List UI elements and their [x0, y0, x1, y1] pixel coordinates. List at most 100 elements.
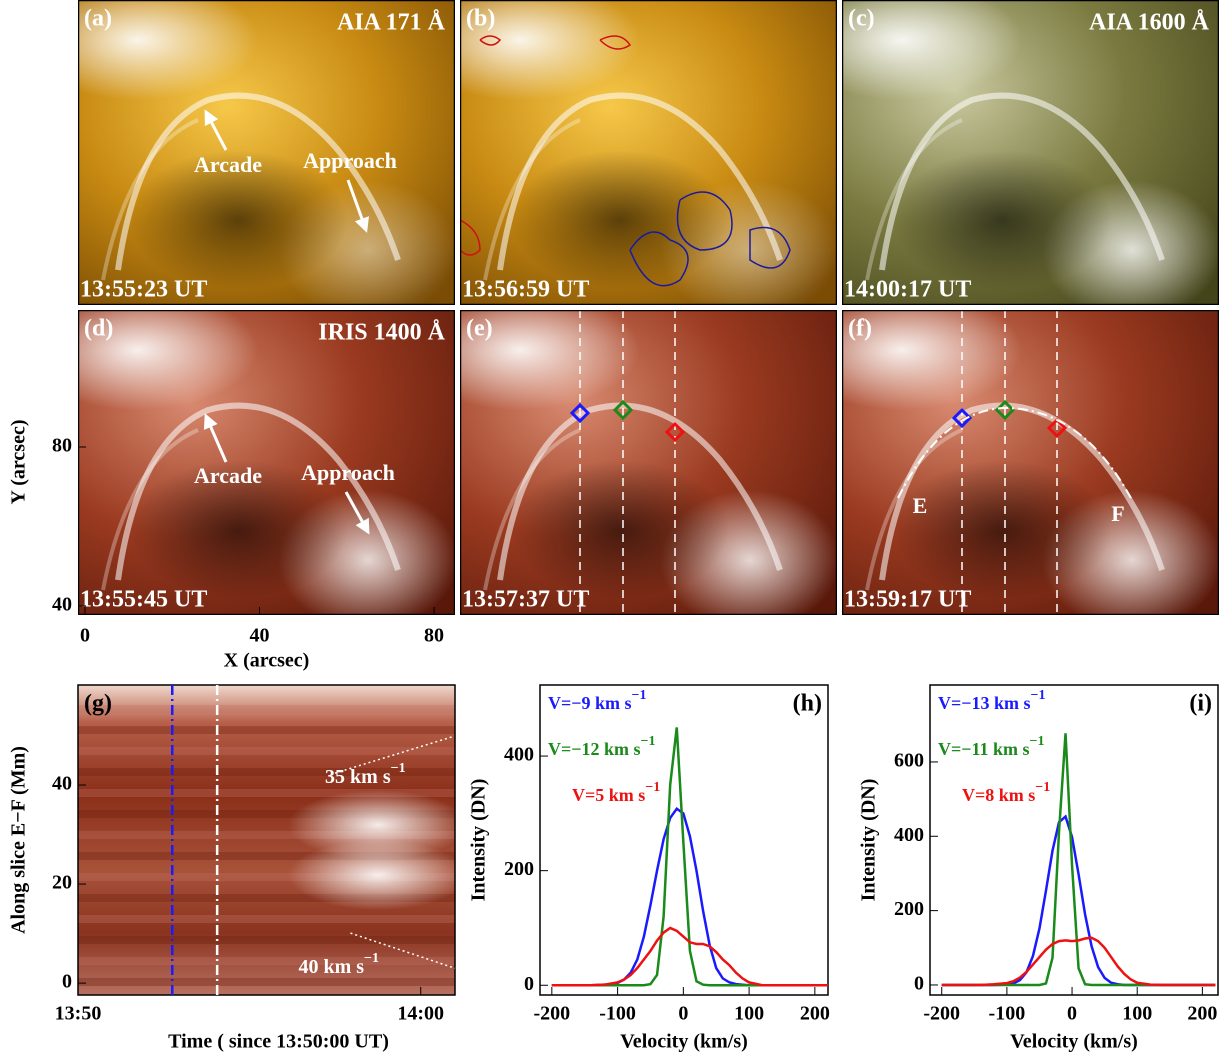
- y-axis-label: Along slice E−F (Mm): [8, 746, 30, 934]
- arrow: [344, 491, 370, 535]
- td-stripe: [78, 852, 455, 860]
- td-stripe: [78, 936, 455, 944]
- arcade-loop: [483, 118, 581, 281]
- legend-entry: V=8 km s−1: [962, 780, 1050, 805]
- annotation: E: [913, 493, 928, 518]
- legend-entry: V=−13 km s−1: [938, 688, 1046, 713]
- x-tick-label: 13:50: [55, 1003, 102, 1025]
- x-tick-label: 40: [250, 625, 270, 647]
- legend-entry-sup: −1: [1030, 734, 1045, 749]
- velocity-fit: [350, 932, 456, 969]
- td-stripe: [78, 705, 455, 713]
- arcade-loop: [865, 428, 963, 591]
- slit-marker: [951, 407, 973, 429]
- arcade-loop: [497, 92, 783, 271]
- profile-line: [941, 936, 1216, 987]
- x-tick-label: -100: [989, 1003, 1026, 1025]
- panel-label: (h): [793, 691, 822, 717]
- arcade-loop: [865, 118, 963, 281]
- y-tick-label: 40: [52, 773, 72, 795]
- legend-entry-main: V=−9 km s: [548, 693, 632, 713]
- image-panel: (d) IRIS 1400 Å 13:55:45 UT Arcade Approach: [78, 310, 455, 615]
- panel-label: (c): [848, 6, 875, 32]
- panel-label: (i): [1189, 691, 1212, 717]
- td-stripe: [78, 768, 455, 776]
- arcade-loop: [101, 428, 199, 591]
- panel-label: (e): [466, 316, 493, 342]
- legend-entry: V=−12 km s−1: [548, 734, 656, 759]
- panel-frame: [460, 310, 837, 615]
- arcade-loop: [115, 402, 401, 581]
- panel-frame: [460, 0, 837, 305]
- annotation: F: [1111, 501, 1124, 526]
- panel-time: 13:56:59 UT: [462, 277, 589, 303]
- y-tick-label: 200: [504, 858, 534, 880]
- panel-time: 13:55:23 UT: [80, 277, 207, 303]
- x-axis-label: X (arcsec): [224, 650, 310, 672]
- slit-marker: [612, 399, 634, 421]
- x-tick-label: -200: [923, 1003, 960, 1025]
- image-panel: (c) AIA 1600 Å 14:00:17 UT: [842, 0, 1219, 305]
- frame: [77, 684, 456, 996]
- legend-entry-main: V=−11 km s: [938, 739, 1030, 759]
- x-axis-label: Velocity (km/s): [1010, 1031, 1138, 1053]
- fit-label-main: 35 km s: [325, 766, 391, 788]
- x-tick-label: 0: [1067, 1003, 1077, 1025]
- td-stripe: [78, 831, 455, 839]
- x-tick-label: 100: [734, 1003, 764, 1025]
- arcade-loop: [497, 402, 783, 581]
- y-tick-label: 0: [914, 973, 924, 995]
- velocity-fit: [334, 736, 452, 774]
- y-tick-label: 400: [504, 744, 534, 766]
- slice-path: [897, 406, 1133, 501]
- panel-frame: [78, 310, 455, 615]
- legend-entry: V=5 km s−1: [572, 780, 660, 805]
- td-bright: [288, 790, 455, 860]
- legend-entry-sup: −1: [1035, 780, 1050, 795]
- profile-line: [551, 926, 828, 987]
- arcade-loop: [101, 118, 199, 281]
- arcade-loop: [115, 92, 401, 271]
- legend-entry: V=−9 km s−1: [548, 688, 647, 713]
- td-stripe: [78, 894, 455, 902]
- y-tick-label: 40: [52, 593, 72, 615]
- y-axis-label: Intensity (DN): [858, 779, 880, 902]
- y-axis-label: Intensity (DN): [468, 779, 490, 902]
- legend-entry-main: V=−13 km s: [938, 693, 1031, 713]
- y-tick-label: 0: [62, 971, 72, 993]
- y-tick-label: 400: [894, 824, 924, 846]
- y-axis-label: Y (arcsec): [8, 420, 30, 505]
- td-bright: [288, 840, 455, 910]
- panel-frame: [842, 0, 1219, 305]
- x-tick-label: 200: [1187, 1003, 1217, 1025]
- image-panel: (a) AIA 171 Å 13:55:23 UT Arcade Approach: [78, 0, 455, 305]
- time-distance-image: [78, 685, 455, 995]
- x-tick-label: -100: [599, 1003, 636, 1025]
- legend-entry-sup: −1: [1031, 688, 1046, 703]
- panel-title: AIA 171 Å: [337, 10, 446, 36]
- fit-label-sup: −1: [364, 951, 379, 966]
- bright-region: [460, 0, 640, 100]
- legend-entry-main: V=8 km s: [962, 785, 1035, 805]
- slit-marker: [664, 421, 686, 443]
- arcade-loop: [879, 92, 1165, 271]
- y-tick-label: 200: [894, 898, 924, 920]
- fit-label: 40 km s−1: [298, 951, 379, 977]
- bright-region: [842, 310, 1022, 410]
- x-tick-label: -200: [533, 1003, 570, 1025]
- td-stripe: [78, 726, 455, 734]
- td-stripe: [78, 978, 455, 986]
- td-stripe: [78, 873, 455, 881]
- annotation: Approach: [303, 148, 397, 173]
- bright-region: [78, 0, 258, 100]
- x-tick-label: 100: [1122, 1003, 1152, 1025]
- x-tick-label: 80: [424, 625, 444, 647]
- td-stripe: [78, 957, 455, 965]
- panel-frame: [842, 310, 1219, 615]
- panel-label: (d): [84, 316, 113, 342]
- y-tick-label: 0: [524, 973, 534, 995]
- dark-region: [892, 460, 1112, 600]
- annotation: Arcade: [194, 463, 262, 488]
- td-stripe: [78, 915, 455, 923]
